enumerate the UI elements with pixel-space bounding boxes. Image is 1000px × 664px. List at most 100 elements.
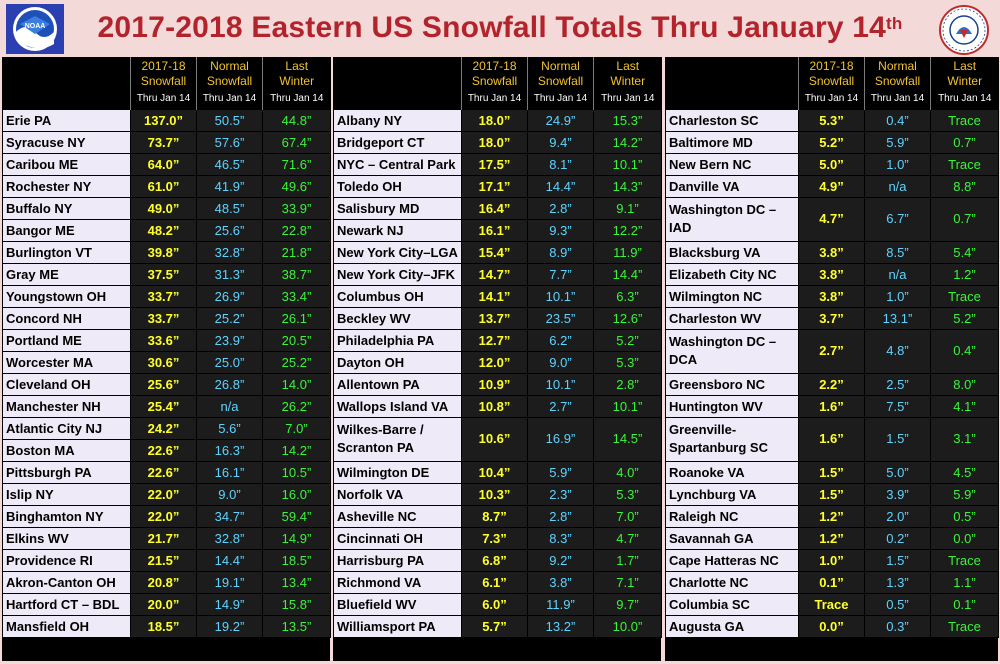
table-row: Erie PA 137.0” 50.5” 44.8” <box>2 108 331 132</box>
city-name: Beckley WV <box>333 306 462 330</box>
last-winter-header-line1: Last <box>616 59 640 73</box>
last-winter-snowfall: 7.0” <box>262 416 331 440</box>
season-snowfall: Trace <box>798 592 865 616</box>
table-row: Baltimore MD 5.2” 5.9” 0.7” <box>665 130 999 154</box>
last-winter-snowfall: 12.6” <box>593 306 662 330</box>
city-name: New York City–JFK <box>333 262 462 286</box>
season-snowfall: 17.1” <box>461 174 528 198</box>
last-winter-snowfall: 25.2” <box>262 350 331 374</box>
city-name: Charleston WV <box>665 306 799 330</box>
last-winter-snowfall: 5.4” <box>930 240 999 264</box>
table-row: Savannah GA 1.2” 0.2” 0.0” <box>665 526 999 550</box>
normal-snowfall: 25.0” <box>196 350 263 374</box>
last-winter-snowfall: 1.1” <box>930 570 999 594</box>
season-snowfall: 6.8” <box>461 548 528 572</box>
city-name: Harrisburg PA <box>333 548 462 572</box>
season-snowfall: 24.2” <box>130 416 197 440</box>
table-row: Concord NH 33.7” 25.2” 26.1” <box>2 306 331 330</box>
city-name: Gray ME <box>2 262 131 286</box>
last-winter-snowfall: 4.1” <box>930 394 999 418</box>
table-row: Atlantic City NJ 24.2” 5.6” 7.0” <box>2 416 331 440</box>
table-row: Mansfield OH 18.5” 19.2” 13.5” <box>2 614 331 638</box>
table-row: NYC – Central Park 17.5” 8.1” 10.1” <box>333 152 662 176</box>
normal-header: Normal Snowfall Thru Jan 14 <box>527 57 594 109</box>
table-row: Bridgeport CT 18.0” 9.4” 14.2” <box>333 130 662 154</box>
table-row: Newark NJ 16.1” 9.3” 12.2” <box>333 218 662 242</box>
season-snowfall: 18.0” <box>461 108 528 132</box>
city-name: Bangor ME <box>2 218 131 242</box>
city-name: Portland ME <box>2 328 131 352</box>
table-row: Elkins WV 21.7” 32.8” 14.9” <box>2 526 331 550</box>
table-row: Bluefield WV 6.0” 11.9” 9.7” <box>333 592 662 616</box>
last-winter-header-sub: Thru Jan 14 <box>270 93 324 104</box>
last-winter-snowfall: 22.8” <box>262 218 331 242</box>
last-winter-snowfall: 0.0” <box>930 526 999 550</box>
last-winter-snowfall: 5.3” <box>593 350 662 374</box>
city-name: Salisbury MD <box>333 196 462 220</box>
table-row: Asheville NC 8.7” 2.8” 7.0” <box>333 504 662 528</box>
normal-snowfall: 13.1” <box>864 306 931 330</box>
table-row: Greensboro NC 2.2” 2.5” 8.0” <box>665 372 999 396</box>
last-winter-snowfall: 14.0” <box>262 372 331 396</box>
normal-snowfall: 16.3” <box>196 438 263 462</box>
table-row: Greenville-Spartanburg SC 1.6” 1.5” 3.1” <box>665 416 999 462</box>
table-row: Columbus OH 14.1” 10.1” 6.3” <box>333 284 662 308</box>
city-name: Columbus OH <box>333 284 462 308</box>
table-row: Syracuse NY 73.7” 57.6” 67.4” <box>2 130 331 154</box>
season-snowfall: 1.2” <box>798 504 865 528</box>
normal-snowfall: 3.8” <box>527 570 594 594</box>
season-snowfall: 10.9” <box>461 372 528 396</box>
season-snowfall: 16.1” <box>461 218 528 242</box>
season-snowfall: 1.5” <box>798 482 865 506</box>
season-snowfall: 8.7” <box>461 504 528 528</box>
last-winter-snowfall: 9.1” <box>593 196 662 220</box>
normal-snowfall: 3.9” <box>864 482 931 506</box>
table-row: Pittsburgh PA 22.6” 16.1” 10.5” <box>2 460 331 484</box>
season-snowfall: 49.0” <box>130 196 197 220</box>
normal-header-line1: Normal <box>210 59 249 73</box>
normal-snowfall: 11.9” <box>527 592 594 616</box>
season-snowfall: 10.4” <box>461 460 528 484</box>
normal-snowfall: 8.1” <box>527 152 594 176</box>
normal-header: Normal Snowfall Thru Jan 14 <box>196 57 263 109</box>
normal-snowfall: 25.2” <box>196 306 263 330</box>
snow-table-2: 2017-18 Snowfall Thru Jan 14 Normal Snowfal… <box>333 57 662 638</box>
last-winter-header-line2: Winter <box>947 74 983 88</box>
city-name: Danville VA <box>665 174 799 198</box>
city-name: Asheville NC <box>333 504 462 528</box>
season-snowfall: 2.2” <box>798 372 865 396</box>
snow-table-3: 2017-18 Snowfall Thru Jan 14 Normal Snowfal… <box>665 57 999 638</box>
last-winter-snowfall: 71.6” <box>262 152 331 176</box>
normal-snowfall: 4.8” <box>864 328 931 374</box>
last-winter-snowfall: 14.5” <box>593 416 662 462</box>
city-name: Elkins WV <box>2 526 131 550</box>
normal-snowfall: 5.0” <box>864 460 931 484</box>
last-winter-header-sub: Thru Jan 14 <box>601 93 655 104</box>
normal-header-sub: Thru Jan 14 <box>533 93 588 104</box>
season-snowfall: 37.5” <box>130 262 197 286</box>
last-winter-snowfall: 4.0” <box>593 460 662 484</box>
city-name: Toledo OH <box>333 174 462 198</box>
table-row: New York City–LGA 15.4” 8.9” 11.9” <box>333 240 662 264</box>
season-header: 2017-18 Snowfall Thru Jan 14 <box>798 57 865 109</box>
last-winter-snowfall: 14.3” <box>593 174 662 198</box>
last-winter-snowfall: 13.5” <box>262 614 331 638</box>
normal-snowfall: 34.7” <box>196 504 263 528</box>
season-snowfall: 1.0” <box>798 548 865 572</box>
table-row: Williamsport PA 5.7” 13.2” 10.0” <box>333 614 662 638</box>
last-winter-snowfall: 12.2” <box>593 218 662 242</box>
normal-header-line2: Snowfall <box>874 74 921 88</box>
last-winter-snowfall: 67.4” <box>262 130 331 154</box>
last-winter-snowfall: 10.0” <box>593 614 662 638</box>
normal-snowfall: 5.9” <box>527 460 594 484</box>
city-name: Concord NH <box>2 306 131 330</box>
city-name: Allentown PA <box>333 372 462 396</box>
season-snowfall: 25.4” <box>130 394 197 418</box>
table-row: Rochester NY 61.0” 41.9” 49.6” <box>2 174 331 198</box>
noaa-logo: NOAA <box>6 4 64 54</box>
city-name: Greenville-Spartanburg SC <box>665 416 799 462</box>
nws-logo <box>934 4 994 56</box>
season-snowfall: 39.8” <box>130 240 197 264</box>
season-snowfall: 0.1” <box>798 570 865 594</box>
season-header-line1: 2017-18 <box>141 59 186 73</box>
